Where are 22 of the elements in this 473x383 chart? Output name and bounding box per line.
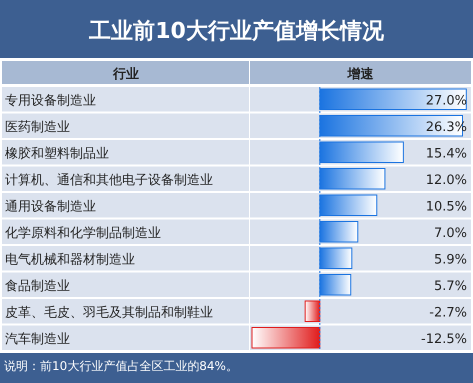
- x-axis-title: 增速: [346, 67, 374, 82]
- y-axis-title: 行业: [112, 67, 139, 82]
- y-tick-label: 汽车制造业: [5, 332, 70, 347]
- data-label: 10.5%: [426, 199, 467, 214]
- data-label: 5.9%: [434, 252, 467, 268]
- chart-title: 工业前10大行业产值增长情况: [88, 18, 385, 44]
- y-tick-label: 专用设备制造业: [5, 93, 96, 108]
- data-label: 5.7%: [434, 278, 467, 294]
- y-tick-label: 化学原料和化学制品制造业: [5, 226, 161, 241]
- y-tick-label: 电气机械和器材制造业: [5, 252, 135, 268]
- y-tick-label: 皮革、毛皮、羽毛及其制品和制鞋业: [5, 305, 213, 320]
- data-label: -12.5%: [421, 332, 467, 347]
- y-tick-label: 计算机、通信和其他电子设备制造业: [5, 172, 213, 188]
- y-tick-label: 医药制造业: [5, 120, 70, 135]
- y-tick-label: 橡胶和塑料制品业: [5, 145, 109, 162]
- data-label: -2.7%: [429, 305, 467, 320]
- y-tick-label: 通用设备制造业: [5, 199, 96, 214]
- y-tick-label: 食品制造业: [5, 278, 70, 294]
- data-label: 12.0%: [426, 172, 467, 188]
- data-label: 7.0%: [434, 226, 467, 241]
- text: 说明：前10大行业产值占全区工业的84%。: [4, 359, 238, 373]
- data-label: 15.4%: [426, 146, 467, 162]
